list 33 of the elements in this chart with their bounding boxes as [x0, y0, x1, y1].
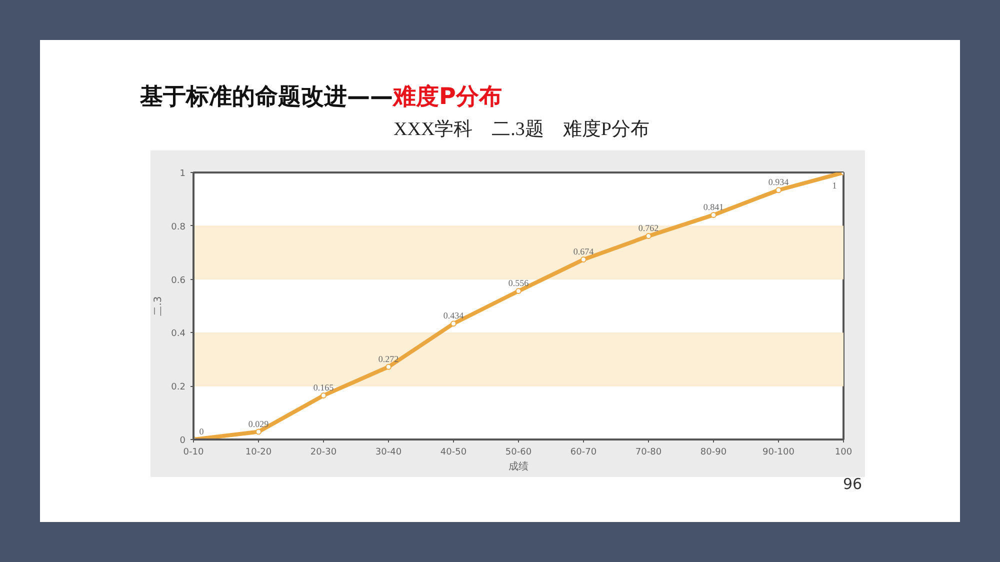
y-tick-label: 1	[180, 169, 186, 179]
y-tick-label: 0	[180, 436, 186, 446]
y-tick-label: 0.8	[171, 222, 186, 232]
x-tick-label: 30-40	[375, 448, 402, 458]
data-label: 0.434	[443, 310, 464, 321]
x-tick-label: 80-90	[700, 448, 727, 458]
data-label: 0.841	[703, 202, 724, 212]
x-axis-title: 成绩	[508, 460, 528, 472]
x-tick-label: 50-60	[505, 448, 532, 458]
x-tick-label: 70-80	[635, 448, 662, 458]
x-tick-label: 40-50	[440, 448, 467, 458]
data-label: 0.674	[573, 246, 594, 257]
x-tick-label: 60-70	[570, 448, 597, 458]
y-tick-label: 0.6	[171, 276, 186, 286]
x-tick-label: 0-10	[183, 448, 204, 458]
x-tick-label: 10-20	[245, 448, 272, 458]
chart-title: 基于标准的命题改进——难度P分布	[140, 84, 502, 110]
data-label: 0.934	[768, 177, 790, 188]
data-label: 0	[199, 426, 204, 436]
y-axis-title: 二.3	[153, 296, 164, 316]
x-tick-label: 100	[834, 448, 852, 458]
data-label: 1	[832, 180, 837, 190]
data-label: 0.272	[378, 354, 399, 364]
data-label: 0.762	[638, 223, 659, 234]
data-label: 0.165	[313, 382, 334, 392]
x-tick-label: 90-100	[762, 448, 795, 458]
chart-subtitle: XXX学科 二.3题 难度P分布	[394, 118, 650, 142]
text: 96	[843, 475, 862, 493]
data-label: 0.556	[508, 278, 530, 288]
data-label: 0.029	[248, 418, 270, 429]
y-tick-label: 0.2	[171, 382, 186, 393]
x-tick-label: 20-30	[310, 448, 337, 458]
y-tick-label: 0.4	[171, 329, 186, 340]
